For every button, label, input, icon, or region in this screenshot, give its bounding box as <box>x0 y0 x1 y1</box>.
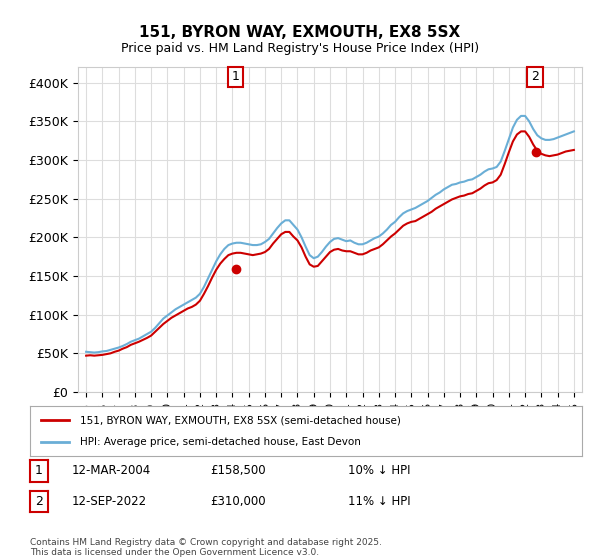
Text: 12-MAR-2004: 12-MAR-2004 <box>72 464 151 478</box>
Text: £158,500: £158,500 <box>210 464 266 478</box>
Text: 151, BYRON WAY, EXMOUTH, EX8 5SX (semi-detached house): 151, BYRON WAY, EXMOUTH, EX8 5SX (semi-d… <box>80 415 401 425</box>
Text: 11% ↓ HPI: 11% ↓ HPI <box>348 495 410 508</box>
Text: 12-SEP-2022: 12-SEP-2022 <box>72 495 147 508</box>
Text: 2: 2 <box>35 495 43 508</box>
Text: 1: 1 <box>232 71 239 83</box>
Text: 151, BYRON WAY, EXMOUTH, EX8 5SX: 151, BYRON WAY, EXMOUTH, EX8 5SX <box>139 25 461 40</box>
Text: £310,000: £310,000 <box>210 495 266 508</box>
Text: 10% ↓ HPI: 10% ↓ HPI <box>348 464 410 478</box>
Text: HPI: Average price, semi-detached house, East Devon: HPI: Average price, semi-detached house,… <box>80 437 361 447</box>
Text: 2: 2 <box>531 71 539 83</box>
Text: Contains HM Land Registry data © Crown copyright and database right 2025.
This d: Contains HM Land Registry data © Crown c… <box>30 538 382 557</box>
Text: 1: 1 <box>35 464 43 478</box>
Text: Price paid vs. HM Land Registry's House Price Index (HPI): Price paid vs. HM Land Registry's House … <box>121 42 479 55</box>
